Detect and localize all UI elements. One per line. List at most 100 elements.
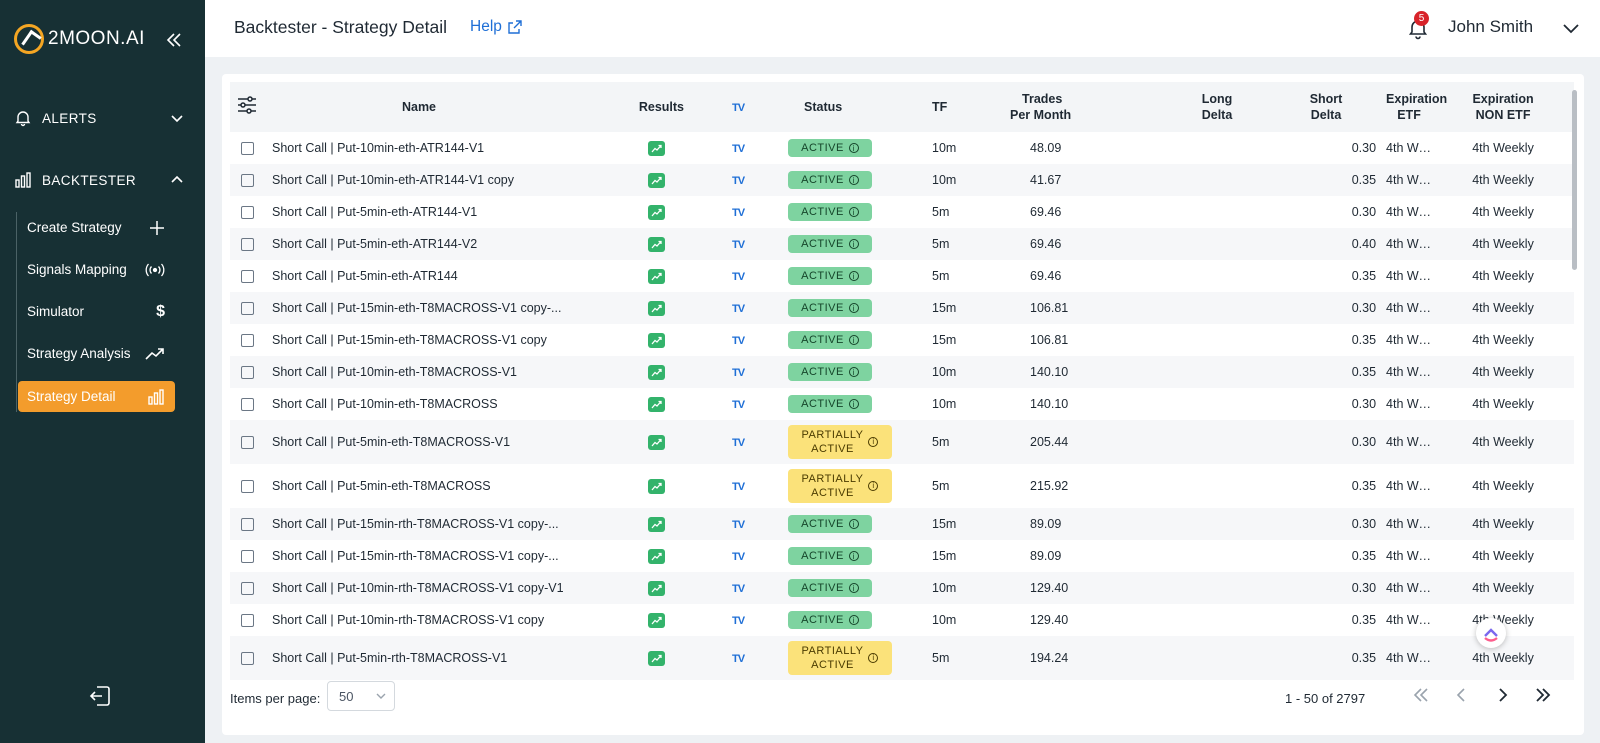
tradingview-link-icon[interactable]: TV [731,207,745,219]
status-badge-active[interactable]: ACTIVE i [788,235,872,253]
status-badge-active[interactable]: ACTIVE i [788,611,872,629]
results-chart-button[interactable] [647,516,665,532]
table-row[interactable]: Short Call | Put-5min-eth-ATR144-V2 TV ACT… [230,228,1574,260]
table-row[interactable]: Short Call | Put-10min-eth-ATR144-V1 cop… [230,164,1574,196]
vertical-scrollbar[interactable] [1572,82,1578,680]
column-header-results[interactable]: Results [638,100,684,114]
previous-page-icon[interactable] [1450,684,1472,706]
tradingview-link-icon[interactable]: TV [731,143,745,155]
column-header-expiration-non-etf[interactable]: Expiration NON ETF [1432,82,1574,132]
table-row[interactable]: Short Call | Put-15min-eth-T8MACROSS-V1 … [230,292,1574,324]
column-filter-sliders-icon[interactable] [237,96,257,114]
tradingview-link-icon[interactable]: TV [731,303,745,315]
row-checkbox[interactable] [240,334,254,348]
strategy-name[interactable]: Short Call | Put-15min-eth-T8MACROSS-V1 … [272,301,562,315]
info-icon[interactable]: i [848,239,859,249]
info-icon[interactable]: i [848,519,859,529]
table-row[interactable]: Short Call | Put-5min-eth-ATR144 TV ACTIVE… [230,260,1574,292]
info-icon[interactable]: i [848,583,859,593]
strategy-name[interactable]: Short Call | Put-10min-eth-T8MACROSS [272,397,498,411]
row-checkbox[interactable] [240,480,254,494]
row-checkbox[interactable] [240,436,254,450]
tradingview-link-icon[interactable]: TV [731,583,745,595]
strategy-table-container[interactable]: Name Results TV Status TF Trades Per Mont… [230,82,1574,680]
status-badge-active[interactable]: ACTIVE i [788,139,872,157]
tradingview-link-icon[interactable]: TV [731,437,745,449]
results-chart-button[interactable] [647,478,665,494]
row-select-cell[interactable] [230,324,264,356]
tradingview-link-icon[interactable]: TV [731,653,745,665]
column-settings-header[interactable] [230,82,264,132]
tradingview-link-icon[interactable]: TV [731,481,745,493]
strategy-name[interactable]: Short Call | Put-10min-rth-T8MACROSS-V1 … [272,613,545,627]
collapse-sidebar-icon[interactable] [164,30,184,50]
user-menu-chevron-icon[interactable] [1561,18,1581,38]
info-icon[interactable]: i [848,271,859,281]
info-icon[interactable]: i [848,615,859,625]
tradingview-link-icon[interactable]: TV [731,367,745,379]
row-select-cell[interactable] [230,164,264,196]
table-row[interactable]: Short Call | Put-5min-rth-T8MACROSS-V1 TV… [230,636,1574,680]
row-select-cell[interactable] [230,604,264,636]
row-select-cell[interactable] [230,540,264,572]
status-badge-active[interactable]: ACTIVE i [788,579,872,597]
strategy-name[interactable]: Short Call | Put-5min-rth-T8MACROSS-V1 [272,651,508,665]
strategy-name[interactable]: Short Call | Put-15min-eth-T8MACROSS-V1 … [272,333,547,347]
status-badge-active[interactable]: ACTIVE i [788,203,872,221]
table-row[interactable]: Short Call | Put-5min-eth-ATR144-V1 TV ACT… [230,196,1574,228]
tradingview-link-icon[interactable]: TV [731,239,745,251]
results-chart-button[interactable] [647,580,665,596]
results-chart-button[interactable] [647,204,665,220]
user-name[interactable]: John Smith [1448,17,1534,36]
nav-section-alerts[interactable]: ALERTS [0,98,205,138]
results-chart-button[interactable] [647,268,665,284]
results-chart-button[interactable] [647,612,665,628]
logout-icon[interactable] [87,683,113,709]
last-page-icon[interactable] [1532,684,1554,706]
row-select-cell[interactable] [230,196,264,228]
table-row[interactable]: Short Call | Put-15min-rth-T8MACROSS-V1 … [230,508,1574,540]
table-row[interactable]: Short Call | Put-15min-eth-T8MACROSS-V1 … [230,324,1574,356]
strategy-name[interactable]: Short Call | Put-10min-rth-T8MACROSS-V1 … [272,581,564,595]
row-select-cell[interactable] [230,292,264,324]
row-select-cell[interactable] [230,132,264,164]
row-checkbox[interactable] [240,518,254,532]
row-select-cell[interactable] [230,572,264,604]
info-icon[interactable]: i [848,551,859,561]
sidebar-item-strategy-analysis[interactable]: Strategy Analysis [18,338,175,369]
table-row[interactable]: Short Call | Put-15min-rth-T8MACROSS-V1 … [230,540,1574,572]
first-page-icon[interactable] [1410,684,1432,706]
table-row[interactable]: Short Call | Put-5min-eth-T8MACROSS-V1 TV… [230,420,1574,464]
row-select-cell[interactable] [230,356,264,388]
table-row[interactable]: Short Call | Put-5min-eth-T8MACROSS TV PAR… [230,464,1574,508]
app-logo[interactable]: 2MOON.AI [14,24,145,54]
strategy-name[interactable]: Short Call | Put-5min-eth-ATR144-V2 [272,237,478,251]
table-row[interactable]: Short Call | Put-10min-eth-ATR144-V1 TV AC… [230,132,1574,164]
scrollbar-thumb[interactable] [1572,90,1577,270]
strategy-name[interactable]: Short Call | Put-5min-eth-T8MACROSS [272,479,491,493]
row-checkbox[interactable] [240,366,254,380]
items-per-page-select[interactable]: 50 [327,681,395,711]
info-icon[interactable]: i [848,335,859,345]
nav-section-backtester[interactable]: BACKTESTER [0,160,205,200]
row-select-cell[interactable] [230,464,264,508]
status-badge-active[interactable]: ACTIVE i [788,395,872,413]
table-row[interactable]: Short Call | Put-10min-rth-T8MACROSS-V1 … [230,604,1574,636]
column-header-expiration-etf[interactable]: Expiration ETF [1386,82,1447,132]
results-chart-button[interactable] [647,396,665,412]
info-icon[interactable]: i [868,481,879,491]
status-badge-active[interactable]: ACTIVE i [788,267,872,285]
row-checkbox[interactable] [240,174,254,188]
column-header-short-delta[interactable]: Short Delta [1266,82,1386,132]
row-checkbox[interactable] [240,398,254,412]
row-select-cell[interactable] [230,508,264,540]
results-chart-button[interactable] [647,172,665,188]
tradingview-link-icon[interactable]: TV [731,271,745,283]
row-checkbox[interactable] [240,270,254,284]
table-row[interactable]: Short Call | Put-10min-eth-T8MACROSS-V1 T… [230,356,1574,388]
row-checkbox[interactable] [240,582,254,596]
clickup-widget-button[interactable] [1476,618,1506,648]
row-select-cell[interactable] [230,228,264,260]
tradingview-link-icon[interactable]: TV [731,615,745,627]
results-chart-button[interactable] [647,300,665,316]
